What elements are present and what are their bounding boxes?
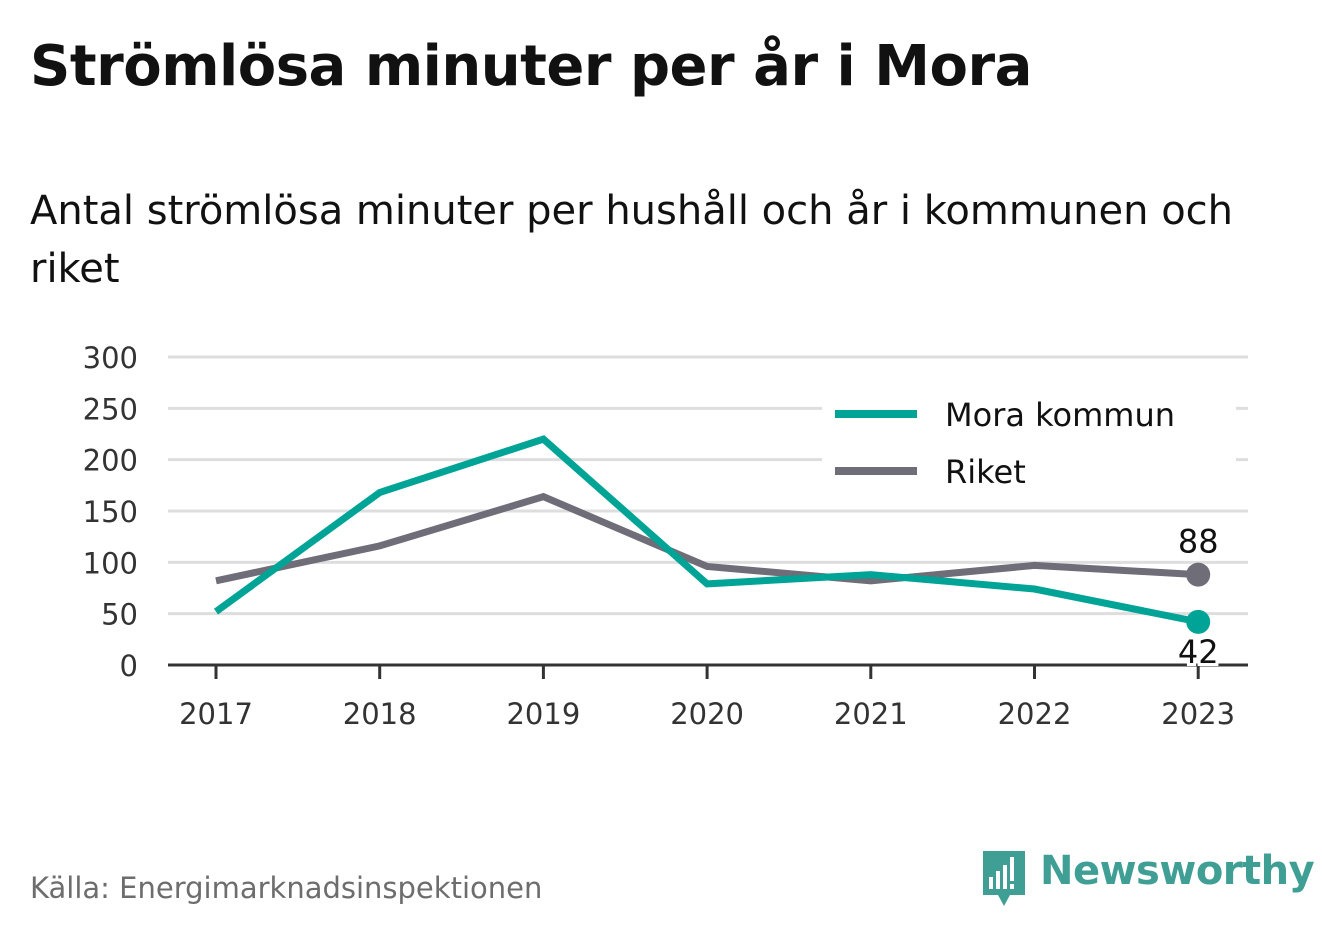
legend-label-riket: Riket [945, 453, 1026, 491]
chart-subtitle: Antal strömlösa minuter per hushåll och … [30, 188, 1234, 292]
end-label-riket: 88 [1178, 523, 1219, 561]
series-riket [215, 492, 1211, 587]
chart-title: Strömlösa minuter per år i Mora [30, 34, 1032, 99]
series-line-riket [215, 492, 1199, 585]
legend-background [822, 388, 1236, 506]
x-tick-label: 2021 [834, 697, 908, 731]
newsworthy-logo-icon [983, 851, 1025, 906]
data-point-riket [1186, 562, 1211, 587]
x-tick-label: 2023 [1161, 697, 1235, 731]
x-axis-tick-labels: 2017 2018 2019 2020 2021 2022 2023 [179, 697, 1235, 731]
x-axis [168, 663, 1248, 679]
y-tick-label: 250 [83, 392, 138, 426]
brand: Newsworthy [980, 848, 1315, 912]
series-line-mora-kommun [213, 435, 1199, 626]
x-tick-label: 2017 [179, 697, 253, 731]
y-tick-label: 200 [83, 444, 138, 478]
series-mora-kommun [213, 435, 1211, 634]
x-tick-label: 2019 [506, 697, 580, 731]
y-axis-tick-labels: 0 50 100 150 200 250 300 [83, 341, 138, 683]
x-tick-label: 2022 [998, 697, 1072, 731]
y-tick-label: 300 [83, 341, 138, 375]
source-note: Källa: Energimarknadsinspektionen [30, 871, 543, 905]
brand-name: Newsworthy [1040, 848, 1315, 894]
y-tick-label: 0 [120, 649, 138, 683]
x-tick-label: 2020 [670, 697, 744, 731]
y-tick-label: 150 [83, 495, 138, 529]
x-tick-label: 2018 [343, 697, 417, 731]
legend-label-mora-kommun: Mora kommun [945, 396, 1175, 434]
y-tick-label: 50 [101, 598, 138, 632]
data-point-mora-kommun [1186, 609, 1211, 634]
series-lines: 42 88 [213, 435, 1222, 674]
legend: Mora kommun Riket [822, 388, 1236, 506]
y-tick-label: 100 [83, 546, 138, 580]
end-label-mora-kommun: 42 [1178, 633, 1219, 671]
